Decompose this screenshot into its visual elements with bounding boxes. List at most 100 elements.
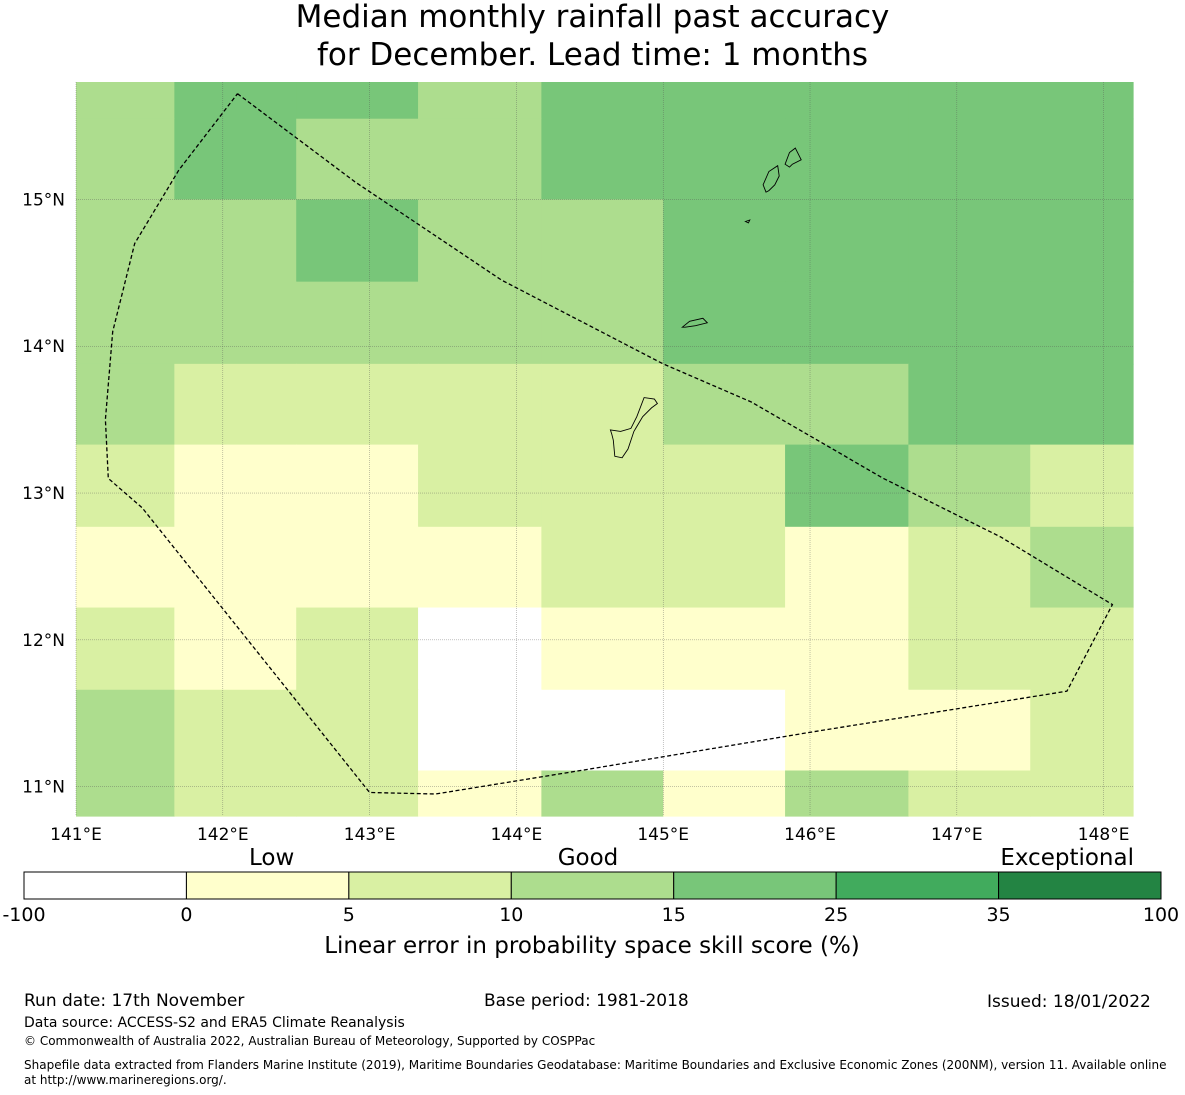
grid-cell — [785, 281, 909, 365]
grid-cell — [908, 199, 1031, 283]
island-rota-outline — [681, 317, 709, 328]
grid-cell — [76, 199, 175, 283]
longitude-label: 144°E — [491, 825, 543, 845]
grid-cell — [296, 199, 419, 283]
legend-category-label: Low — [249, 845, 294, 871]
grid-cell — [418, 689, 542, 772]
grid-cell — [76, 444, 175, 528]
grid-cell — [541, 199, 664, 283]
grid-cell — [174, 363, 297, 446]
grid-cell — [785, 444, 909, 528]
legend-tick-labels: -100 0 5 10 15 25 35 100 — [2, 904, 1179, 926]
island-tinian-outline — [744, 219, 751, 224]
longitude-label: 148°E — [1078, 825, 1130, 845]
legend-category-label: Exceptional — [1000, 845, 1134, 871]
grid-cell — [541, 118, 664, 201]
grid-cell — [785, 82, 909, 120]
grid-cell — [785, 363, 909, 446]
grid-cell — [296, 526, 419, 609]
coastlines — [609, 147, 802, 459]
grid-cell — [174, 607, 297, 691]
grid-cell — [541, 607, 664, 691]
grid-cell — [1030, 689, 1134, 772]
grid-cell — [908, 770, 1031, 817]
grid-cell — [908, 526, 1031, 609]
graticule — [75, 82, 1133, 816]
grid-cell — [1030, 281, 1134, 365]
grid-cell — [296, 444, 419, 528]
grid-cell — [541, 363, 664, 446]
grid-cell — [663, 444, 786, 528]
grid-cell — [908, 281, 1031, 365]
grid-cell — [1030, 607, 1134, 691]
grid-cell — [296, 281, 419, 365]
grid-cell — [296, 118, 419, 201]
latitude-label: 12°N — [22, 631, 65, 651]
longitude-label: 146°E — [784, 825, 836, 845]
legend-tick-label: 5 — [343, 904, 355, 926]
grid-cell — [541, 526, 664, 609]
grid-cell — [174, 770, 297, 817]
grid-cell — [663, 689, 786, 772]
grid-cell — [541, 281, 664, 365]
map-title-line-2: for December. Lead time: 1 months — [316, 37, 869, 73]
grid-cell — [296, 363, 419, 446]
grid-cell — [1030, 444, 1134, 528]
grid-cell — [785, 689, 909, 772]
grid-cell — [1030, 118, 1134, 201]
grid-cell — [1030, 526, 1134, 609]
grid-cell — [418, 118, 542, 201]
grid-cell — [76, 607, 175, 691]
grid-cell — [174, 199, 297, 283]
grid-cell — [785, 607, 909, 691]
legend-tick-label: 15 — [662, 904, 686, 926]
grid-cell — [908, 363, 1031, 446]
grid-cell — [541, 770, 664, 817]
grid-cell — [76, 526, 175, 609]
longitude-label: 145°E — [637, 825, 689, 845]
longitude-tick-labels: 141°E 142°E 143°E 144°E 145°E 146°E 147°E 148°E — [50, 825, 1129, 845]
latitude-label: 15°N — [22, 190, 65, 210]
grid-cell — [663, 363, 786, 446]
legend-swatch — [23, 871, 187, 900]
grid-cell — [418, 444, 542, 528]
legend-tick-label: 35 — [986, 904, 1010, 926]
latitude-tick-labels: 15°N 14°N 13°N 12°N 11°N — [22, 190, 65, 797]
legend-category-labels: Low Good Exceptional — [249, 845, 1134, 871]
grid-cell — [296, 607, 419, 691]
shapefile-credit: Shapefile data extracted from Flanders M… — [24, 1058, 1167, 1087]
legend-tick-label: 10 — [499, 904, 523, 926]
longitude-label: 143°E — [344, 825, 396, 845]
grid-cell — [76, 770, 175, 817]
grid-cell — [418, 281, 542, 365]
issued-date: Issued: 18/01/2022 — [987, 992, 1151, 1012]
grid-cell — [1030, 82, 1134, 120]
grid-cell — [418, 526, 542, 609]
legend-swatch — [835, 871, 1000, 900]
grid-cell — [76, 689, 175, 772]
grid-cell — [663, 281, 786, 365]
grid-cell — [296, 689, 419, 772]
grid-cell — [541, 82, 664, 120]
grid-cell — [908, 607, 1031, 691]
longitude-label: 142°E — [197, 825, 249, 845]
grid-cell — [174, 526, 297, 609]
grid-cell — [541, 444, 664, 528]
legend-swatch — [348, 871, 512, 900]
grid-cell — [908, 82, 1031, 120]
grid-cell — [418, 82, 542, 120]
legend-tick-label: 0 — [180, 904, 192, 926]
legend-colorbar — [23, 871, 1162, 900]
grid-cell — [174, 281, 297, 365]
legend-swatch — [510, 871, 675, 900]
grid-cell — [663, 770, 786, 817]
grid-cell — [76, 363, 175, 446]
legend-tick-label: -100 — [2, 904, 45, 926]
legend-tick-label: 100 — [1143, 904, 1179, 926]
grid-cell — [541, 689, 664, 772]
latitude-label: 14°N — [22, 337, 65, 357]
grid-cell — [1030, 199, 1134, 283]
eez-boundary-line — [104, 93, 1114, 795]
grid-cell — [785, 118, 909, 201]
copyright: © Commonwealth of Australia 2022, Austra… — [24, 1034, 596, 1048]
